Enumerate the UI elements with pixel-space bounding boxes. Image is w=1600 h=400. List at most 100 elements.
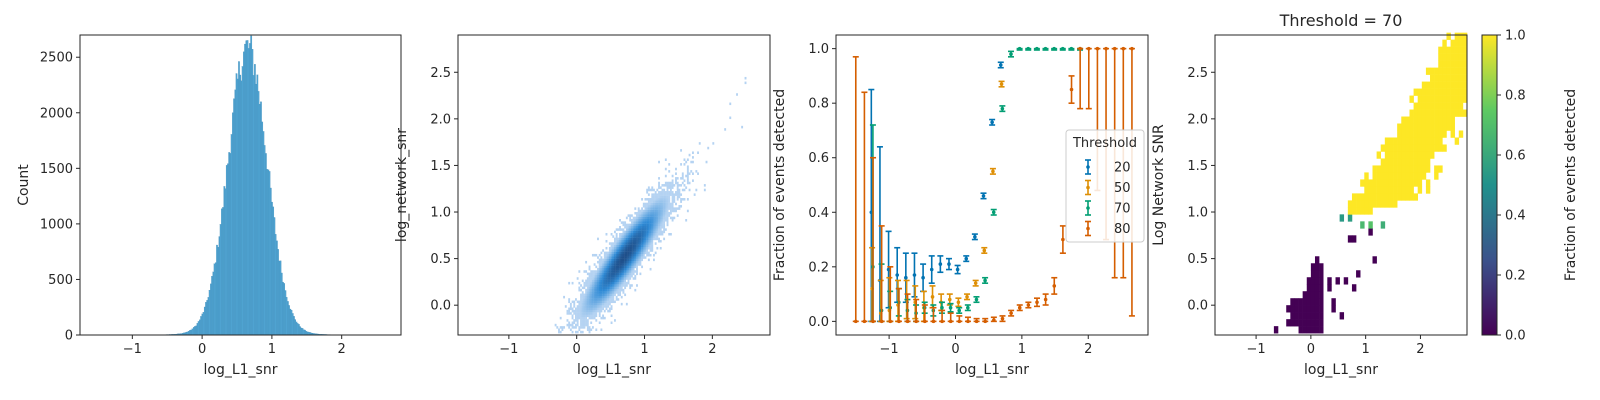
density-cell (597, 298, 599, 301)
density-cell (653, 198, 655, 201)
fraction-cell (1450, 46, 1455, 54)
density-cell (639, 219, 642, 222)
data-point (974, 319, 979, 324)
density-cell (629, 228, 632, 231)
density-cell (695, 170, 698, 173)
x-axis-label: log_L1_snr (955, 362, 1029, 378)
density-cell (598, 312, 601, 315)
density-cell (617, 242, 620, 245)
density-cell (622, 232, 625, 236)
fraction-cell (1397, 144, 1402, 152)
density-cell (627, 242, 630, 245)
density-cell (603, 284, 606, 287)
density-cell (663, 223, 666, 227)
density-cell (624, 237, 627, 241)
fraction-cell (1442, 102, 1447, 110)
density-cell (724, 128, 727, 131)
density-cell (619, 251, 621, 255)
density-cell (593, 312, 596, 315)
density-cell (644, 212, 647, 215)
density-cell (602, 286, 605, 290)
axes-frame (1214, 34, 1468, 336)
fraction-cell (1356, 270, 1361, 278)
density-cell (644, 221, 647, 224)
density-cell (614, 288, 616, 292)
fraction-cell (1450, 109, 1455, 117)
fraction-cell (1462, 67, 1468, 75)
density-cell (600, 284, 603, 287)
density-cell (625, 281, 628, 285)
density-cell (593, 288, 596, 292)
density-cell (624, 284, 627, 287)
density-cell (595, 328, 598, 332)
density-cell (607, 251, 610, 255)
density-cell (575, 319, 577, 322)
density-cell (625, 230, 628, 234)
density-cell (649, 205, 652, 208)
density-cell (632, 249, 635, 252)
density-cell (615, 270, 618, 273)
fraction-cell (1438, 88, 1443, 96)
density-cell (666, 181, 669, 185)
fraction-cell (1290, 305, 1295, 313)
density-cell (617, 258, 620, 262)
density-cell (642, 235, 645, 238)
fraction-cell (1319, 298, 1324, 306)
density-cell (661, 221, 664, 224)
density-cell (595, 253, 598, 257)
density-cell (641, 246, 644, 250)
density-cell (663, 200, 666, 203)
density-cell (608, 249, 611, 252)
fraction-cell (1290, 319, 1295, 327)
density-cell (600, 265, 603, 269)
fraction-cell (1319, 270, 1324, 278)
density-cell (637, 239, 640, 243)
density-cell (686, 179, 689, 182)
density-cell (627, 235, 630, 238)
density-cell (576, 321, 579, 325)
density-cell (729, 102, 732, 106)
density-cell (578, 286, 581, 290)
fraction-cell (1421, 109, 1427, 117)
fraction-cell (1372, 179, 1377, 187)
density-cell (656, 207, 659, 210)
density-cell (661, 216, 664, 220)
density-cell (619, 232, 621, 236)
density-cell (610, 256, 613, 259)
density-cell (602, 305, 605, 308)
fraction-cell (1458, 39, 1464, 47)
density-cell (744, 81, 747, 85)
fraction-cell (1446, 109, 1451, 117)
density-cell (603, 281, 606, 285)
density-cell (625, 251, 628, 255)
density-cell (683, 188, 686, 192)
density-cell (625, 237, 628, 241)
density-cell (634, 219, 637, 222)
density-cell (659, 193, 662, 196)
density-cell (600, 272, 603, 276)
density-cell (646, 239, 649, 243)
fraction-cell (1368, 193, 1373, 201)
density-cell (663, 237, 666, 241)
density-cell (642, 230, 645, 234)
density-cell (617, 286, 620, 290)
density-cell (608, 277, 611, 280)
fraction-cell (1430, 151, 1435, 159)
density-cell (620, 256, 623, 259)
density-cell (612, 298, 615, 301)
density-cell (634, 251, 637, 255)
density-cell (647, 193, 650, 196)
fraction-cell (1409, 186, 1414, 194)
density-cell (610, 232, 613, 236)
density-cell (663, 225, 666, 229)
density-cell (641, 242, 644, 245)
density-cell (649, 207, 652, 210)
density-cell (591, 288, 594, 292)
density-cell (610, 321, 613, 325)
density-cell (588, 291, 591, 294)
density-cell (639, 230, 642, 234)
fraction-cell (1405, 172, 1410, 180)
density-cell (595, 291, 598, 294)
fraction-cell (1314, 298, 1320, 306)
density-cell (646, 235, 649, 238)
